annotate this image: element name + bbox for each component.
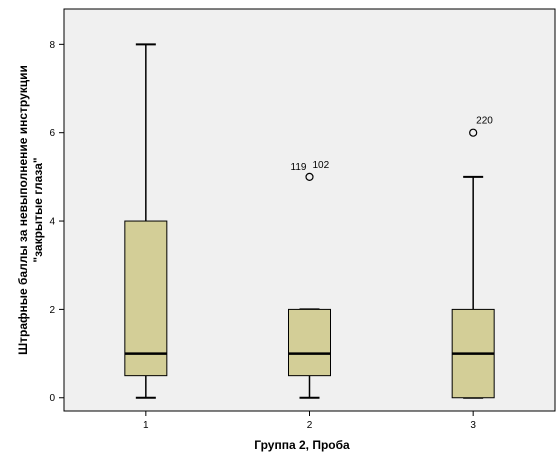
x-axis-title: Группа 2, Проба [254, 438, 350, 452]
axis-layer: 0 2 4 6 8 1 2 3 [49, 40, 476, 431]
x-tick-label: 1 [143, 420, 149, 431]
x-tick-label: 3 [470, 420, 476, 431]
y-tick-label: 0 [49, 393, 55, 404]
outlier-label: 119 [291, 162, 307, 173]
outlier-label: 220 [476, 116, 493, 127]
y-axis-title-group: Штрафные баллы за невыполнение инструкци… [16, 65, 45, 355]
outlier-label: 102 [313, 160, 330, 171]
y-tick-label: 2 [49, 305, 55, 316]
outlier-point [469, 128, 478, 137]
y-tick-label: 6 [49, 128, 55, 139]
y-axis-title-line-1: Штрафные баллы за невыполнение инструкци… [16, 65, 30, 355]
outlier-point [305, 172, 314, 181]
y-axis-title-line-2: "закрытые глаза" [31, 157, 45, 262]
y-tick-label: 8 [49, 40, 55, 51]
plot-layer: 119 102 220 [63, 8, 556, 412]
box-iqr [124, 220, 168, 377]
y-tick-label: 4 [49, 217, 55, 228]
box-iqr [288, 308, 331, 377]
x-tick-label: 2 [307, 420, 313, 431]
